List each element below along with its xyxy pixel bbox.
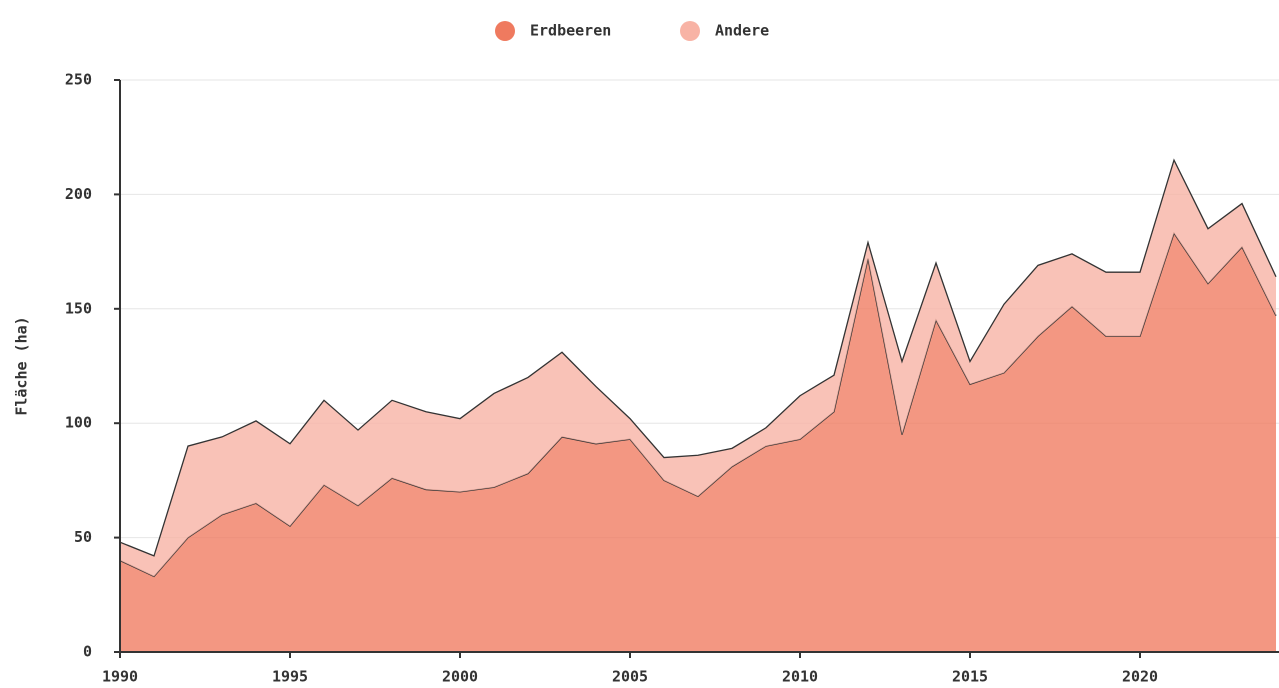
y-tick-label: 50 bbox=[74, 528, 92, 546]
legend-marker bbox=[680, 21, 700, 41]
y-tick-label: 150 bbox=[65, 299, 92, 317]
y-tick-label: 100 bbox=[65, 414, 92, 432]
x-tick-label: 2020 bbox=[1122, 668, 1158, 686]
x-tick-label: 2005 bbox=[612, 668, 648, 686]
y-tick-label: 250 bbox=[65, 71, 92, 89]
area bbox=[120, 233, 1276, 652]
x-tick-label: 1990 bbox=[102, 668, 138, 686]
x-tick-label: 1995 bbox=[272, 668, 308, 686]
area-line bbox=[119, 158, 1277, 557]
y-tick-label: 200 bbox=[65, 185, 92, 203]
x-tick-label: 2015 bbox=[952, 668, 988, 686]
x-tick-label: 2010 bbox=[782, 668, 818, 686]
x-tick-label: 2000 bbox=[442, 668, 478, 686]
y-tick-label: 0 bbox=[83, 643, 92, 661]
legend-label: Erdbeeren bbox=[530, 22, 611, 40]
legend-label: Andere bbox=[715, 22, 769, 40]
legend-marker bbox=[495, 21, 515, 41]
y-axis-label: Fläche (ha) bbox=[13, 316, 31, 415]
area bbox=[120, 160, 1276, 577]
